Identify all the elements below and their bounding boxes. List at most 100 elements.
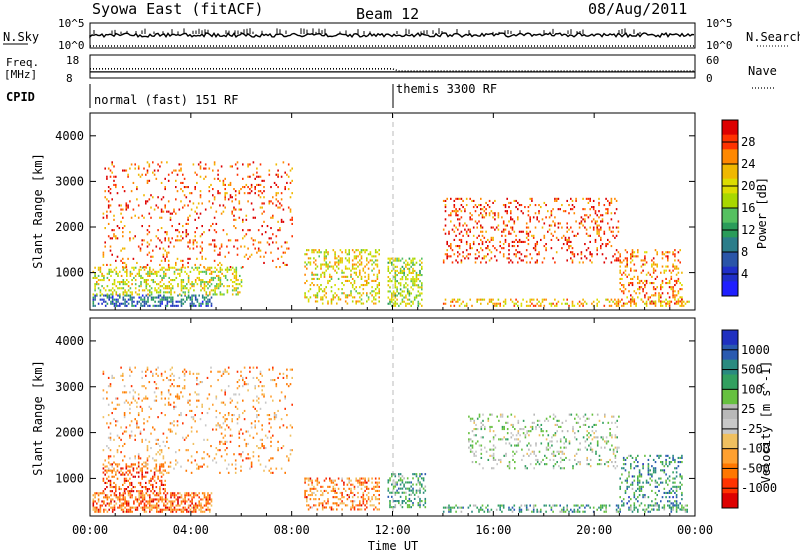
range-cell — [610, 245, 613, 248]
range-cell — [280, 418, 283, 421]
range-cell — [238, 202, 241, 205]
range-cell — [229, 239, 232, 242]
range-cell — [141, 243, 143, 246]
range-cell — [336, 294, 338, 297]
range-cell — [94, 289, 96, 292]
range-cell — [123, 169, 126, 172]
range-cell — [115, 183, 117, 186]
range-cell — [168, 300, 170, 303]
range-cell — [570, 251, 572, 254]
range-cell — [480, 247, 482, 250]
range-cell — [155, 245, 158, 248]
range-cell — [412, 288, 414, 291]
range-cell — [97, 266, 100, 269]
range-cell — [190, 416, 193, 419]
range-cell — [193, 283, 195, 286]
range-cell — [367, 298, 370, 301]
range-cell — [242, 266, 244, 269]
range-cell — [119, 492, 121, 495]
range-cell — [126, 510, 128, 513]
range-cell — [173, 385, 175, 388]
range-cell — [111, 300, 114, 303]
range-cell — [206, 465, 209, 468]
range-cell — [321, 504, 324, 507]
range-cell — [175, 186, 177, 189]
range-cell — [681, 506, 683, 509]
range-cell — [109, 436, 112, 439]
range-cell — [374, 498, 377, 501]
range-cell — [200, 498, 202, 501]
range-cell — [224, 414, 226, 417]
range-cell — [180, 239, 182, 242]
range-cell — [476, 249, 478, 252]
range-cell — [201, 249, 203, 252]
range-cell — [508, 253, 510, 256]
range-cell — [134, 455, 136, 458]
range-cell — [122, 432, 124, 435]
range-cell — [483, 257, 486, 260]
range-cell — [633, 255, 636, 258]
range-cell — [374, 489, 377, 492]
range-cell — [564, 236, 567, 239]
range-cell — [510, 508, 512, 511]
range-cell — [226, 233, 228, 236]
range-cell — [337, 477, 340, 480]
range-cell — [146, 200, 149, 203]
range-cell — [580, 222, 583, 225]
range-cell — [559, 208, 561, 211]
range-cell — [162, 455, 165, 458]
range-cell — [652, 263, 655, 266]
range-cell — [139, 247, 142, 250]
range-cell — [536, 253, 538, 256]
range-cell — [471, 247, 473, 250]
range-cell — [200, 504, 202, 507]
range-cell — [603, 510, 606, 513]
range-cell — [571, 208, 574, 211]
range-cell — [492, 238, 494, 241]
range-cell — [123, 488, 126, 491]
range-cell — [221, 272, 223, 275]
range-cell — [108, 502, 110, 505]
range-cell — [531, 298, 533, 301]
range-cell — [127, 257, 129, 260]
range-cell — [261, 233, 263, 236]
range-cell — [316, 489, 319, 492]
range-cell — [106, 397, 108, 400]
range-cell — [173, 208, 175, 211]
range-cell — [596, 228, 598, 231]
range-cell — [227, 198, 230, 201]
range-cell — [233, 188, 235, 191]
range-cell — [357, 485, 359, 488]
range-cell — [115, 270, 118, 273]
range-cell — [458, 232, 461, 235]
range-cell — [167, 447, 170, 450]
range-cell — [668, 304, 671, 307]
range-cell — [216, 268, 218, 271]
range-cell — [233, 208, 235, 211]
range-cell — [330, 508, 333, 511]
range-cell — [348, 257, 350, 260]
range-cell — [511, 228, 514, 231]
range-cell — [419, 286, 421, 289]
range-cell — [240, 370, 242, 373]
range-cell — [654, 302, 657, 305]
range-cell — [502, 230, 505, 233]
range-cell — [413, 269, 416, 272]
range-cell — [180, 285, 183, 288]
range-cell — [275, 467, 278, 470]
range-cell — [171, 372, 173, 375]
range-cell — [159, 463, 161, 466]
range-cell — [316, 479, 319, 482]
range-cell — [129, 374, 131, 377]
range-cell — [145, 510, 148, 513]
range-cell — [415, 280, 418, 283]
range-cell — [330, 302, 333, 305]
range-cell — [460, 240, 463, 243]
range-cell — [399, 269, 402, 272]
range-cell — [256, 395, 258, 398]
range-cell — [106, 469, 108, 472]
range-cell — [171, 502, 174, 505]
range-cell — [668, 296, 671, 299]
range-cell — [196, 494, 199, 497]
range-cell — [147, 289, 149, 292]
